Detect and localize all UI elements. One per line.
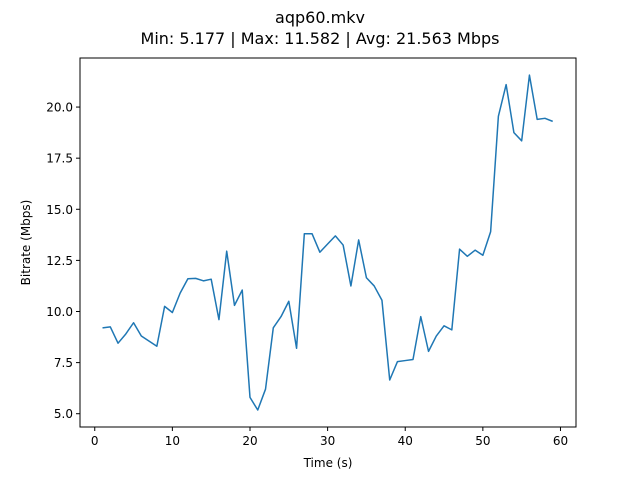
y-tick-label: 5.0 <box>54 407 73 421</box>
y-tick-label: 10.0 <box>46 305 73 319</box>
x-tick-label: 50 <box>475 434 490 448</box>
x-axis-label: Time (s) <box>303 456 353 470</box>
plot-area <box>102 74 553 411</box>
x-tick-label: 10 <box>165 434 180 448</box>
y-tick-label: 12.5 <box>46 254 73 268</box>
y-axis-label: Bitrate (Mbps) <box>19 200 33 286</box>
y-axis: 5.0 7.5 10.0 12.5 15.0 17.5 20.0 <box>46 101 80 421</box>
chart-title: aqp60.mkv <box>275 8 365 27</box>
y-tick-label: 20.0 <box>46 101 73 115</box>
plot-frame <box>79 57 577 428</box>
x-tick-label: 0 <box>91 434 99 448</box>
x-tick-label: 60 <box>553 434 568 448</box>
y-tick-label: 17.5 <box>46 152 73 166</box>
y-tick-label: 15.0 <box>46 203 73 217</box>
x-tick-label: 40 <box>398 434 413 448</box>
series-line-0 <box>102 74 553 411</box>
x-axis: 0 10 20 30 40 50 60 <box>91 427 568 448</box>
y-tick-label: 7.5 <box>54 356 73 370</box>
x-tick-label: 30 <box>320 434 335 448</box>
x-tick-label: 20 <box>242 434 257 448</box>
chart-subtitle: Min: 5.177 | Max: 11.582 | Avg: 21.563 M… <box>141 29 500 48</box>
